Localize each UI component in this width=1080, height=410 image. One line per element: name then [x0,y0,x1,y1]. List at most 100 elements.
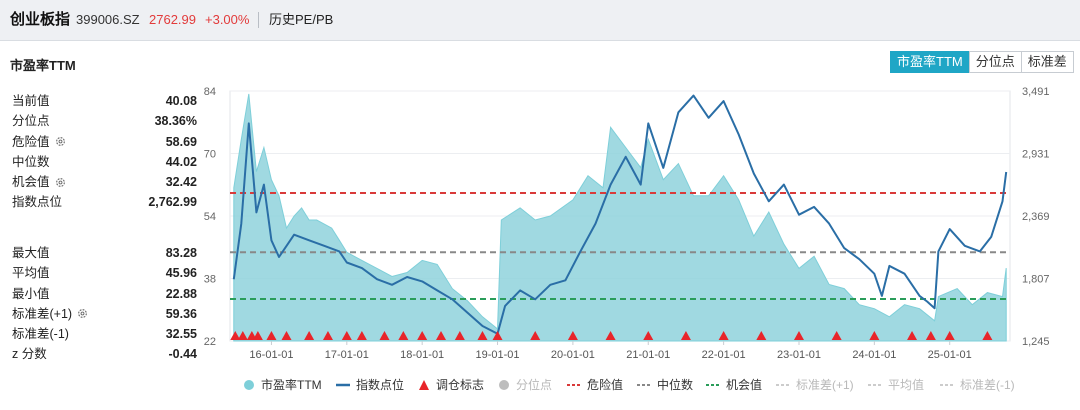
stats-panel-current: 当前值 40.08 分位点 38.36% 危险值 58.69 中位数 44.02… [10,91,197,213]
stat-value: 45.96 [165,266,197,281]
legend-label: 标准差(+1) [796,378,854,392]
rebalance-marker [454,331,465,340]
stat-label: 平均值 [12,266,50,281]
x-tick-label: 23-01-01 [777,349,821,361]
legend-item-std-minus[interactable]: 标准差(-1) [940,376,1015,394]
metric-tabs: 市盈率TTM 分位点 标准差 [890,51,1074,73]
rebalance-marker [982,331,993,340]
y-right-tick-label: 2,931 [1022,149,1050,161]
legend-label: 中位数 [657,378,694,392]
index-line [232,94,1008,335]
stat-value: 22.88 [165,286,197,301]
stat-row-zscore: z 分数 -0.44 [10,344,197,364]
rebalance-marker [869,331,880,340]
stat-label: 中位数 [12,154,50,169]
legend-item-opportunity[interactable]: 机会值 [706,376,762,394]
dash-line-icon [637,384,651,386]
legend-item-median[interactable]: 中位数 [637,376,693,394]
rebalance-marker [907,331,918,340]
stat-value: 58.69 [165,134,197,149]
legend-label: 指数点位 [356,378,405,392]
stat-value: 59.36 [165,306,197,321]
y-left-tick-label: 22 [204,336,216,348]
dash-line-icon [706,384,720,386]
legend-label: 调仓标志 [436,378,485,392]
dash-line-icon [868,384,882,386]
stat-value: 2,762.99 [148,195,197,210]
legend-item-danger[interactable]: 危险值 [567,376,623,394]
x-tick-label: 16-01-01 [249,349,293,361]
rebalance-marker [718,331,729,340]
rebalance-marker [680,331,691,340]
x-tick-label: 25-01-01 [928,349,972,361]
stat-row-min: 最小值 22.88 [10,284,197,304]
stat-label: 当前值 [12,94,50,108]
y-right-tick-label: 1,245 [1022,336,1050,348]
stat-row-opportunity: 机会值 32.42 [10,172,197,192]
rebalance-marker [756,331,767,340]
settings-gear-icon[interactable] [55,177,66,188]
line-icon [336,383,350,387]
rebalance-marker [605,331,616,340]
tab-percentile[interactable]: 分位点 [968,51,1022,73]
legend-item-percentile[interactable]: 分位点 [498,376,552,394]
pe-ttm-area [233,93,1007,342]
dash-line-icon [776,384,790,386]
tab-std-dev[interactable]: 标准差 [1020,51,1074,73]
y-right-tick-label: 3,491 [1022,86,1050,98]
rebalance-marker [230,331,241,340]
stat-row-index-points: 指数点位 2,762.99 [10,192,197,212]
legend-label: 机会值 [726,378,763,392]
legend-item-mean[interactable]: 平均值 [868,376,924,394]
dash-line-icon [567,384,581,386]
stat-label: 分位点 [12,114,50,129]
x-tick-label: 24-01-01 [852,349,896,361]
stat-label: 机会值 [12,175,50,190]
rebalance-marker [266,331,277,340]
rebalance-marker [643,331,654,340]
rebalance-marker [356,331,367,340]
stat-label: z 分数 [12,347,47,362]
y-left-tick-label: 54 [204,211,216,223]
stat-row-max: 最大值 83.28 [10,243,197,263]
tab-pe-ttm[interactable]: 市盈率TTM [890,51,970,73]
rebalance-marker [492,331,503,340]
x-tick-label: 19-01-01 [476,349,520,361]
rebalance-marker [831,331,842,340]
stat-value: -0.44 [168,347,198,362]
pepb-link[interactable]: 历史PE/PB [269,12,334,27]
rebalance-marker [252,331,263,340]
stat-label: 指数点位 [12,195,63,210]
index-name: 创业板指 [10,11,71,28]
index-code: 399006.SZ [76,12,140,27]
stat-label: 最小值 [12,286,50,301]
legend-item-rebalance[interactable]: 调仓标志 [418,376,484,394]
stat-value: 32.42 [165,175,197,190]
stat-value: 40.08 [165,94,197,108]
section-title: 市盈率TTM [10,58,76,73]
x-tick-label: 20-01-01 [551,349,595,361]
legend-label: 市盈率TTM [261,378,322,392]
x-tick-label: 18-01-01 [400,349,444,361]
dot-icon [499,380,509,390]
header-divider [258,12,259,28]
settings-gear-icon[interactable] [77,308,88,319]
rebalance-marker [237,331,248,340]
stat-row-danger: 危险值 58.69 [10,132,197,152]
x-tick-label: 22-01-01 [702,349,746,361]
legend-label: 危险值 [587,378,624,392]
legend-label: 平均值 [888,378,925,392]
pe-history-chart: 84 3,491 70 2,931 54 2,369 38 1,807 22 1,245 16-01… [200,80,1080,380]
legend-item-std-plus[interactable]: 标准差(+1) [776,376,854,394]
dash-line-icon [940,384,954,386]
rebalance-marker [379,331,390,340]
triangle-icon [419,380,429,390]
x-tick-label: 17-01-01 [325,349,369,361]
stat-value: 32.55 [165,327,197,342]
legend-item-index[interactable]: 指数点位 [336,376,404,394]
y-left-tick-label: 84 [204,86,216,98]
settings-gear-icon[interactable] [55,136,66,147]
legend-item-pe[interactable]: 市盈率TTM [243,376,322,394]
rebalance-marker [793,331,804,340]
y-left-tick-label: 70 [204,149,216,161]
